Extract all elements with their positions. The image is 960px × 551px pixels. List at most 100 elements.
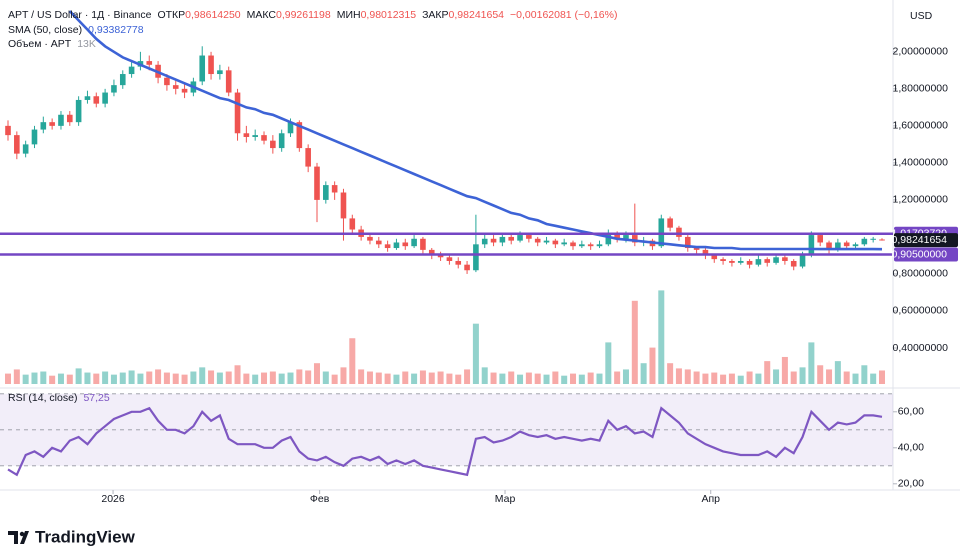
candle-body bbox=[684, 236, 691, 249]
volume-bar bbox=[375, 372, 382, 384]
volume-bar bbox=[596, 373, 603, 384]
y-tick-label: 1,80000000 bbox=[893, 83, 949, 95]
volume-bar bbox=[110, 374, 117, 384]
volume-bar bbox=[755, 373, 762, 384]
volume-bar bbox=[746, 371, 753, 384]
candle-body bbox=[128, 66, 135, 75]
candle-body bbox=[181, 88, 188, 93]
candle-body bbox=[270, 140, 276, 149]
candle-body bbox=[49, 122, 55, 126]
volume-bar bbox=[296, 369, 303, 384]
volume-bar bbox=[13, 369, 20, 384]
y-tick-label: 0,60000000 bbox=[893, 305, 949, 317]
candle-body bbox=[587, 244, 594, 247]
candle-body bbox=[534, 238, 541, 243]
volume-name: Объем · APT bbox=[8, 38, 72, 50]
candle-body bbox=[305, 148, 311, 167]
ohlc-name: ОТКР bbox=[157, 9, 185, 21]
candle-body bbox=[243, 133, 250, 137]
y-tick-label: 2,00000000 bbox=[893, 46, 949, 58]
last-price-label: 0,98241654 bbox=[892, 234, 948, 246]
volume-bar bbox=[728, 373, 735, 384]
change: −0,00162081 (−0,16%) bbox=[510, 9, 617, 21]
x-tick-label: 2026 bbox=[101, 493, 125, 505]
logo: TradingView bbox=[8, 527, 136, 546]
sma-line bbox=[68, 10, 883, 251]
candle-body bbox=[146, 61, 153, 65]
candle-body bbox=[561, 242, 567, 245]
candle-body bbox=[676, 227, 682, 237]
candle-body bbox=[632, 235, 638, 243]
volume-bar bbox=[773, 369, 780, 384]
volume-bar bbox=[543, 374, 550, 384]
volume-bar bbox=[234, 365, 241, 384]
volume-legend: Объем · APT 13K bbox=[8, 38, 96, 50]
candle-body bbox=[340, 192, 347, 219]
volume-bar bbox=[561, 375, 568, 384]
volume-bar bbox=[349, 338, 356, 384]
sma-name: SMA (50, close) bbox=[8, 24, 82, 36]
candle-body bbox=[623, 235, 629, 239]
candle-body bbox=[782, 257, 788, 261]
candle-body bbox=[464, 264, 470, 271]
candle-body bbox=[526, 235, 532, 239]
candle-body bbox=[508, 236, 515, 241]
candle-body bbox=[217, 70, 223, 75]
candle-body bbox=[799, 255, 806, 267]
candle-body bbox=[14, 135, 20, 154]
candle-body bbox=[755, 259, 762, 265]
candle-body bbox=[428, 249, 435, 256]
volume-bar bbox=[817, 365, 824, 384]
x-tick-label: Апр bbox=[701, 493, 720, 505]
candle-body bbox=[861, 238, 868, 245]
level-label: 0,90500000 bbox=[892, 248, 948, 260]
volume-bar bbox=[649, 347, 656, 384]
volume-bar bbox=[587, 372, 594, 384]
candle-body bbox=[420, 238, 426, 250]
candle-body bbox=[22, 144, 29, 154]
candle-body bbox=[835, 242, 841, 250]
volume-bar bbox=[199, 367, 206, 384]
volume-bar bbox=[49, 375, 56, 384]
candle-body bbox=[84, 96, 91, 100]
volume-bar bbox=[66, 374, 73, 384]
candle-body bbox=[473, 244, 479, 271]
volume-bar bbox=[852, 373, 859, 384]
candle-body bbox=[119, 74, 126, 86]
candle-body bbox=[570, 242, 576, 247]
y-tick-label: 1,40000000 bbox=[893, 157, 949, 169]
candle-body bbox=[605, 233, 612, 245]
candle-body bbox=[75, 99, 82, 123]
candle-body bbox=[702, 249, 709, 256]
candle-body bbox=[667, 218, 673, 228]
volume-bar bbox=[764, 361, 771, 384]
volume-bar bbox=[5, 373, 11, 384]
volume-bar bbox=[879, 370, 885, 384]
candle-body bbox=[199, 55, 206, 82]
candle-body bbox=[543, 240, 550, 243]
candle-body bbox=[817, 235, 824, 243]
candle-body bbox=[331, 185, 338, 193]
candle-body bbox=[172, 85, 179, 89]
currency: USD bbox=[910, 10, 933, 22]
ohlc-name: МАКС bbox=[247, 9, 277, 21]
level-label-box bbox=[894, 247, 958, 262]
volume-bar bbox=[455, 374, 462, 384]
ohlc-value: 0,98614250 bbox=[185, 9, 241, 21]
candle-body bbox=[164, 77, 170, 86]
volume-bar bbox=[40, 371, 47, 384]
candle-body bbox=[596, 244, 603, 247]
rsi-legend: RSI (14, close) 57,25 bbox=[8, 392, 110, 404]
volume-bar bbox=[790, 371, 797, 384]
logo-dot bbox=[19, 531, 25, 537]
volume-bar bbox=[799, 367, 806, 384]
candle-body bbox=[66, 114, 73, 123]
candle-body bbox=[852, 244, 859, 247]
x-tick-label: Мар bbox=[495, 493, 516, 505]
candle-body bbox=[111, 85, 117, 93]
volume-bar bbox=[358, 369, 365, 384]
volume-bar bbox=[419, 370, 426, 384]
candle-body bbox=[455, 260, 462, 265]
candle-body bbox=[693, 248, 700, 250]
candle-body bbox=[102, 92, 108, 104]
